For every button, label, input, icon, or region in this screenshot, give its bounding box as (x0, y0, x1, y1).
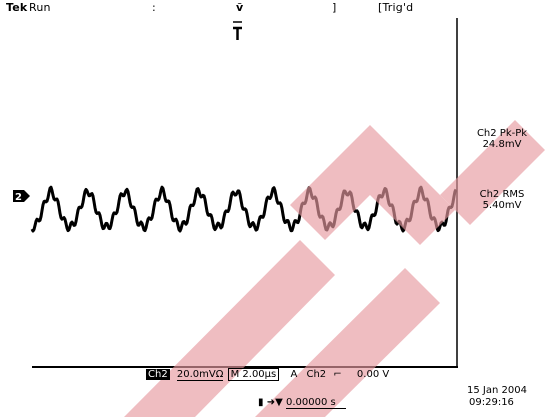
measurement-label: Ch2 RMS (479, 189, 525, 200)
brand-label: Tek (6, 1, 28, 14)
date-time: 15 Jan 2004 09:29:16 (467, 385, 527, 409)
trigger-level: 0.00 V (356, 369, 390, 380)
ruler-tick-left: : (152, 1, 156, 14)
time-label: 09:29:16 (469, 397, 514, 408)
status-line: Ch2 20.0mVΩ M 2.00µs A Ch2 ⌐ 0.00 V (146, 368, 390, 381)
watermark-logo (124, 120, 545, 417)
measurement-rms: Ch2 RMS 5.40mV (462, 189, 542, 211)
run-state: Run (29, 1, 51, 14)
date-label: 15 Jan 2004 (467, 385, 527, 396)
trigger-source: Ch2 (306, 369, 327, 380)
trigger-state-text: Trig'd (382, 1, 414, 14)
horizontal-position-icon: ▮ (258, 397, 264, 408)
trigger-t-icon (233, 21, 242, 40)
trigger-position-icon: ṽ (236, 1, 244, 14)
horizontal-position-line: ▮ ➜▼ 0.00000 s (258, 397, 346, 409)
timebase: M 2.00µs (227, 368, 280, 381)
trigger-prefix: A (290, 369, 298, 380)
volts-per-div: 20.0mVΩ (176, 369, 224, 381)
trigger-state: [Trig'd (378, 2, 413, 14)
measurement-value: 24.8mV (482, 139, 522, 150)
channel-2-marker: 2 (13, 190, 30, 203)
trigger-state-bracket: [ (378, 1, 383, 14)
measurement-value: 5.40mV (482, 200, 522, 211)
svg-text:2: 2 (15, 192, 22, 203)
measurement-pkpk: Ch2 Pk-Pk 24.8mV (462, 128, 542, 150)
horizontal-position-value: 0.00000 s (285, 397, 346, 409)
header-bar: Tek Run : ṽ ] [Trig'd (0, 0, 470, 16)
measurement-label: Ch2 Pk-Pk (476, 128, 528, 139)
trigger-slope-icon: ⌐ (333, 369, 342, 380)
channel-badge: Ch2 (146, 369, 170, 380)
horizontal-arrow-icon: ➜▼ (266, 397, 283, 408)
ruler-tick-right: ] (332, 1, 337, 14)
